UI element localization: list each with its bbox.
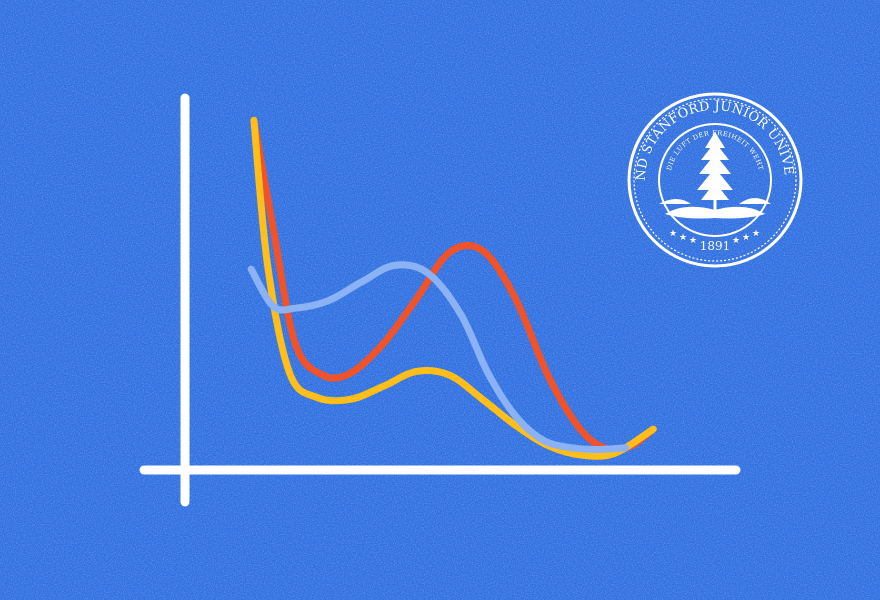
series-layer (247, 116, 657, 460)
svg-text:★: ★ (732, 236, 740, 246)
svg-text:★: ★ (752, 229, 760, 239)
svg-text:★: ★ (669, 229, 677, 239)
svg-text:★: ★ (742, 233, 750, 243)
series-line-3 (247, 261, 630, 453)
svg-text:★: ★ (689, 236, 697, 246)
tree-icon (659, 132, 771, 219)
seal-stars: ★ ★ ★ ★ ★ ★ (669, 229, 760, 246)
svg-text:★: ★ (679, 233, 687, 243)
seal-outer-ring-inner (633, 98, 797, 262)
seal-year: 1891 (700, 239, 731, 253)
seal-inner-ring (658, 123, 772, 237)
university-seal: LELAND STANFORD JUNIOR UNIVERSITY DIE LU… (625, 90, 803, 268)
series-line-2 (250, 116, 657, 460)
seal-outer-ring (627, 92, 803, 268)
series-line-1 (250, 116, 657, 454)
